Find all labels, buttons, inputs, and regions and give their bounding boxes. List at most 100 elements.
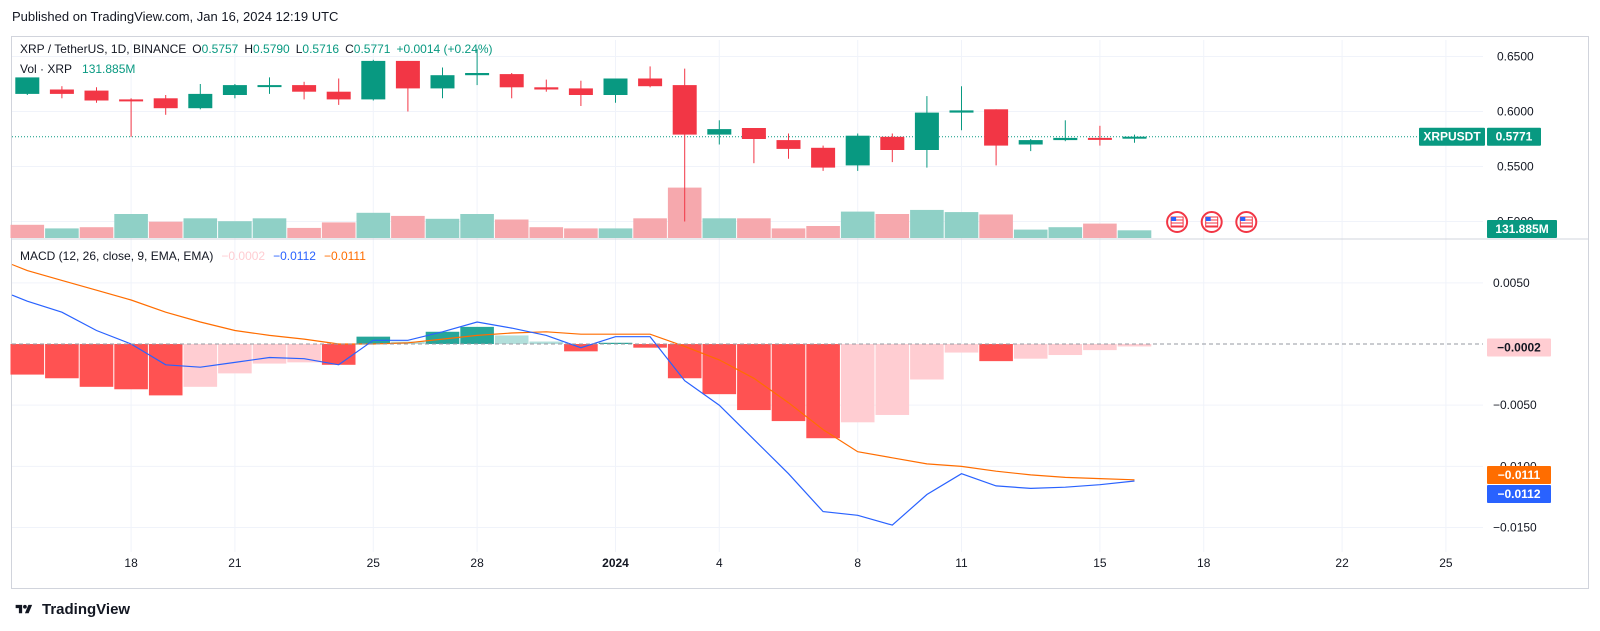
candle-body [326, 91, 351, 100]
volume-bar [321, 222, 356, 238]
volume-badge-bg [1487, 220, 1557, 238]
candle-body [49, 89, 74, 94]
volume-badge-text: 131.885M [1495, 222, 1548, 236]
candle-body [292, 85, 317, 92]
event-flag-canton [1240, 217, 1246, 221]
macd-badge: −0.0112 [1487, 485, 1551, 503]
candle-body [395, 60, 420, 89]
candle-body [638, 78, 663, 87]
volume-bar [1083, 223, 1117, 238]
macd-histogram-bar [148, 344, 183, 396]
macd-badge-text: −0.0112 [1497, 487, 1540, 501]
macd-histogram-bar [875, 344, 910, 415]
candle-body [741, 128, 766, 139]
macd-histogram-bar [252, 344, 287, 364]
candle-body [1018, 140, 1043, 145]
volume-bar [910, 209, 944, 238]
volume-bar [1117, 230, 1152, 238]
price-axis-label: 0.6000 [1497, 105, 1534, 119]
candle-body [914, 112, 939, 150]
volume-bar [1048, 227, 1083, 238]
volume-bar [494, 219, 529, 238]
time-axis-label: 25 [1439, 556, 1453, 570]
volume-bar [1013, 229, 1048, 238]
candle-body [119, 99, 144, 102]
event-flag-canton [1205, 217, 1211, 221]
axes: 0.65000.60000.55000.50000.0050−0.0050−0.… [12, 50, 1588, 570]
macd-histogram-bar [598, 342, 633, 344]
macd-histogram-bar [1083, 344, 1117, 351]
macd-axis-label: −0.0150 [1493, 521, 1537, 535]
last-price-badge: 0.5771 [1487, 127, 1541, 146]
macd-histogram-bar [806, 344, 840, 439]
tradingview-logo[interactable]: TradingView [12, 601, 130, 618]
volume-bar [840, 211, 875, 238]
volume-bar [771, 228, 806, 238]
price-axis-label: 0.6500 [1497, 50, 1534, 64]
candle-body [568, 88, 593, 95]
macd-histogram-bar [321, 344, 356, 365]
macd-histogram-bar [633, 344, 667, 348]
tradingview-brand: TradingView [42, 601, 131, 618]
volume-bar [148, 221, 183, 238]
candle-body [499, 74, 524, 88]
event-flag-icon [1166, 211, 1189, 233]
candle-body [1053, 137, 1078, 141]
histogram-badge-text: −0.0002 [1497, 340, 1541, 354]
volume-bar [702, 218, 737, 238]
macd-histogram-bar [1013, 344, 1048, 359]
signal-line [11, 263, 1135, 481]
macd-histogram-bar [425, 331, 460, 344]
histogram-badge: −0.0002 [1487, 338, 1551, 357]
macd-axis-label: −0.0050 [1493, 398, 1537, 412]
candle-body [84, 90, 109, 101]
ticker-badge-bg [1419, 127, 1485, 146]
macd-histogram-bar [667, 344, 702, 379]
tradingview-logo-icon [15, 604, 33, 614]
volume-bar [252, 218, 287, 238]
volume-bar [979, 214, 1013, 238]
macd-histogram-bar [1117, 344, 1152, 347]
volume-bar [114, 214, 148, 238]
volume-bar [944, 212, 979, 238]
volume-bar [425, 218, 460, 238]
candle-body [707, 129, 732, 135]
time-axis-label: 21 [228, 556, 242, 570]
macd-histogram-bar [840, 344, 875, 423]
volume-bar [529, 227, 564, 238]
last-price-badge-text: 0.5771 [1496, 130, 1533, 144]
macd-histogram-bar [287, 344, 321, 363]
volume-bar [875, 214, 910, 238]
volume-bar [183, 218, 218, 238]
published-caption: Published on TradingView.com, Jan 16, 20… [12, 9, 339, 24]
macd-lines [11, 263, 1135, 526]
macd-histogram-bar [944, 344, 979, 353]
event-flag-canton [1171, 217, 1177, 221]
volume-bar [45, 228, 79, 238]
time-axis-label: 22 [1335, 556, 1349, 570]
time-axis-label: 18 [1197, 556, 1211, 570]
chart-frame[interactable] [11, 36, 1589, 589]
candle-body [672, 85, 697, 135]
macd-histogram-bar [494, 335, 529, 344]
macd-badge-bg [1487, 485, 1551, 503]
macd-histogram-bar [979, 344, 1013, 362]
volume-bar [460, 214, 494, 238]
macd-histogram-bar [771, 344, 806, 422]
volume-bar [356, 212, 391, 238]
signal-badge-text: −0.0111 [1498, 468, 1541, 482]
time-axis-label: 18 [124, 556, 138, 570]
candle-body [603, 78, 628, 95]
macd-histogram-bar [702, 344, 737, 395]
volume-bar [218, 221, 252, 238]
macd-histogram-bar [114, 344, 148, 390]
symbol-legend: XRP / TetherUS, 1D, BINANCE O0.5757 H0.579… [20, 42, 493, 56]
ticker-badge: XRPUSDT [1419, 127, 1485, 146]
grid-lines [12, 40, 1483, 552]
macd-axis-label: 0.0050 [1493, 276, 1530, 290]
volume-bar [391, 215, 425, 238]
candle-body [188, 93, 213, 109]
event-flag-field [1239, 216, 1253, 228]
candle-body [430, 75, 455, 89]
